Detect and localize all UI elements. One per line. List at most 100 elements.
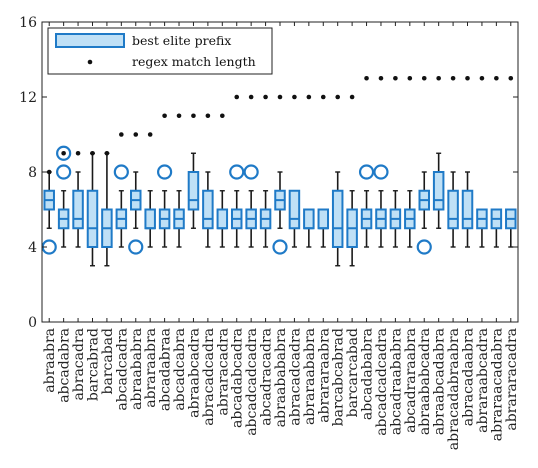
outlier-point (358, 164, 375, 180)
match-length-point (104, 150, 110, 156)
x-tick-label: barcabrad (85, 328, 101, 401)
x-tick-label: abracadaabra (461, 328, 477, 426)
box (461, 189, 474, 230)
match-length-point (320, 94, 326, 100)
legend-label-box: best elite prefix (132, 33, 231, 48)
x-tick-label: abraraacadabra (489, 328, 505, 441)
box (331, 189, 344, 248)
x-tick-label: abraraabra (143, 328, 159, 408)
x-tick-label: abcadabraa (158, 328, 174, 411)
box (317, 208, 330, 230)
match-length-point (364, 75, 369, 81)
match-length-point (176, 113, 182, 119)
box (303, 208, 315, 230)
match-length-point (436, 75, 441, 81)
box (432, 171, 445, 211)
x-tick-label: abraracadra (215, 328, 231, 416)
match-length-point (292, 94, 297, 100)
x-tick-label: barcabad (100, 328, 116, 394)
x-tick-label: abcadcabra (172, 328, 188, 411)
outlier-point (157, 164, 173, 180)
x-tick-label: abraabcadra (186, 328, 202, 418)
x-tick-label: abcadabcadra (230, 328, 246, 428)
legend: best elite prefix regex match length (47, 27, 273, 75)
match-length-point (465, 75, 470, 81)
chart-marks (41, 75, 517, 267)
x-tick-label: abraabcadabra (432, 328, 448, 435)
match-length-point (306, 94, 312, 100)
x-tick-label: abrararacadra (504, 328, 520, 431)
outlier-point (229, 164, 245, 180)
outlier-point (243, 164, 259, 180)
match-length-point (133, 132, 139, 137)
x-tick-label: abraababra (129, 328, 145, 410)
x-tick-label: abracadabraabra (446, 328, 462, 450)
box (202, 189, 214, 230)
x-tick-label: abraabra (42, 328, 58, 393)
y-tick-label: 16 (19, 15, 37, 31)
match-length-point (277, 94, 283, 100)
outlier-point (56, 145, 72, 161)
outlier-point (373, 164, 389, 180)
x-tick-label: abcadcadcadra (374, 328, 390, 436)
match-length-point (393, 75, 398, 81)
x-tick-label: abcadraababra (388, 328, 404, 435)
x-tick-label: abraraabcadra (475, 328, 491, 433)
x-tick-label: abcadracadra (259, 328, 275, 426)
match-length-point (248, 94, 254, 100)
match-length-point (61, 150, 66, 156)
x-tick-label: barcarcabad (345, 328, 361, 417)
x-tick-label: barcabcabrad (331, 328, 347, 426)
axes: 0 4 8 12 16 abraabraabcadabraabracadrabarcabr… (19, 15, 520, 450)
match-length-point (263, 94, 268, 100)
x-tick-label: abraababcadra (417, 328, 433, 435)
match-length-point (421, 75, 427, 81)
box (187, 171, 200, 211)
x-tick-label: abracadra (71, 328, 87, 401)
legend-label-dot: regex match length (132, 54, 256, 69)
y-tick-label: 12 (19, 90, 37, 106)
legend-box-swatch (55, 33, 125, 48)
box (72, 189, 84, 230)
box (144, 208, 156, 230)
outlier-point (113, 164, 129, 180)
x-tick-label: abcadababra (360, 328, 376, 420)
match-length-point (479, 75, 485, 81)
match-length-point (191, 113, 196, 119)
x-tick-label: abcadcadcadra (244, 328, 260, 436)
match-length-point (119, 132, 124, 137)
box (288, 189, 301, 230)
x-tick-label: abraraababra (302, 328, 318, 425)
x-tick-label: abraabababra (273, 328, 289, 427)
match-length-point (75, 150, 81, 156)
match-length-point (508, 75, 514, 81)
x-tick-label: abcadabra (57, 328, 73, 403)
match-length-point (46, 169, 52, 175)
match-length-point (205, 113, 211, 119)
match-length-point (450, 75, 456, 81)
box (447, 189, 459, 230)
match-length-point (335, 94, 340, 100)
match-length-point (234, 94, 240, 100)
x-tick-label: abracadcadra (201, 328, 217, 426)
match-length-point (349, 94, 355, 100)
match-length-point (378, 75, 384, 81)
match-length-point (494, 75, 499, 81)
y-tick-label: 8 (28, 165, 37, 181)
x-tick-label: abracadcadra (287, 328, 303, 426)
match-length-point (90, 150, 95, 156)
y-tick-label: 4 (28, 240, 37, 256)
outlier-point (128, 239, 144, 255)
match-length-point (162, 113, 167, 119)
outlier-point (56, 164, 72, 180)
legend-dot-swatch (87, 59, 93, 65)
outlier-point (416, 239, 432, 255)
box (86, 189, 99, 248)
box (216, 208, 229, 230)
match-length-point (220, 113, 225, 119)
outlier-point (272, 239, 288, 255)
x-tick-label: abcadraraabra (403, 328, 419, 433)
y-tick-label: 0 (28, 315, 37, 331)
x-tick-label: abcadcadra (114, 328, 130, 411)
